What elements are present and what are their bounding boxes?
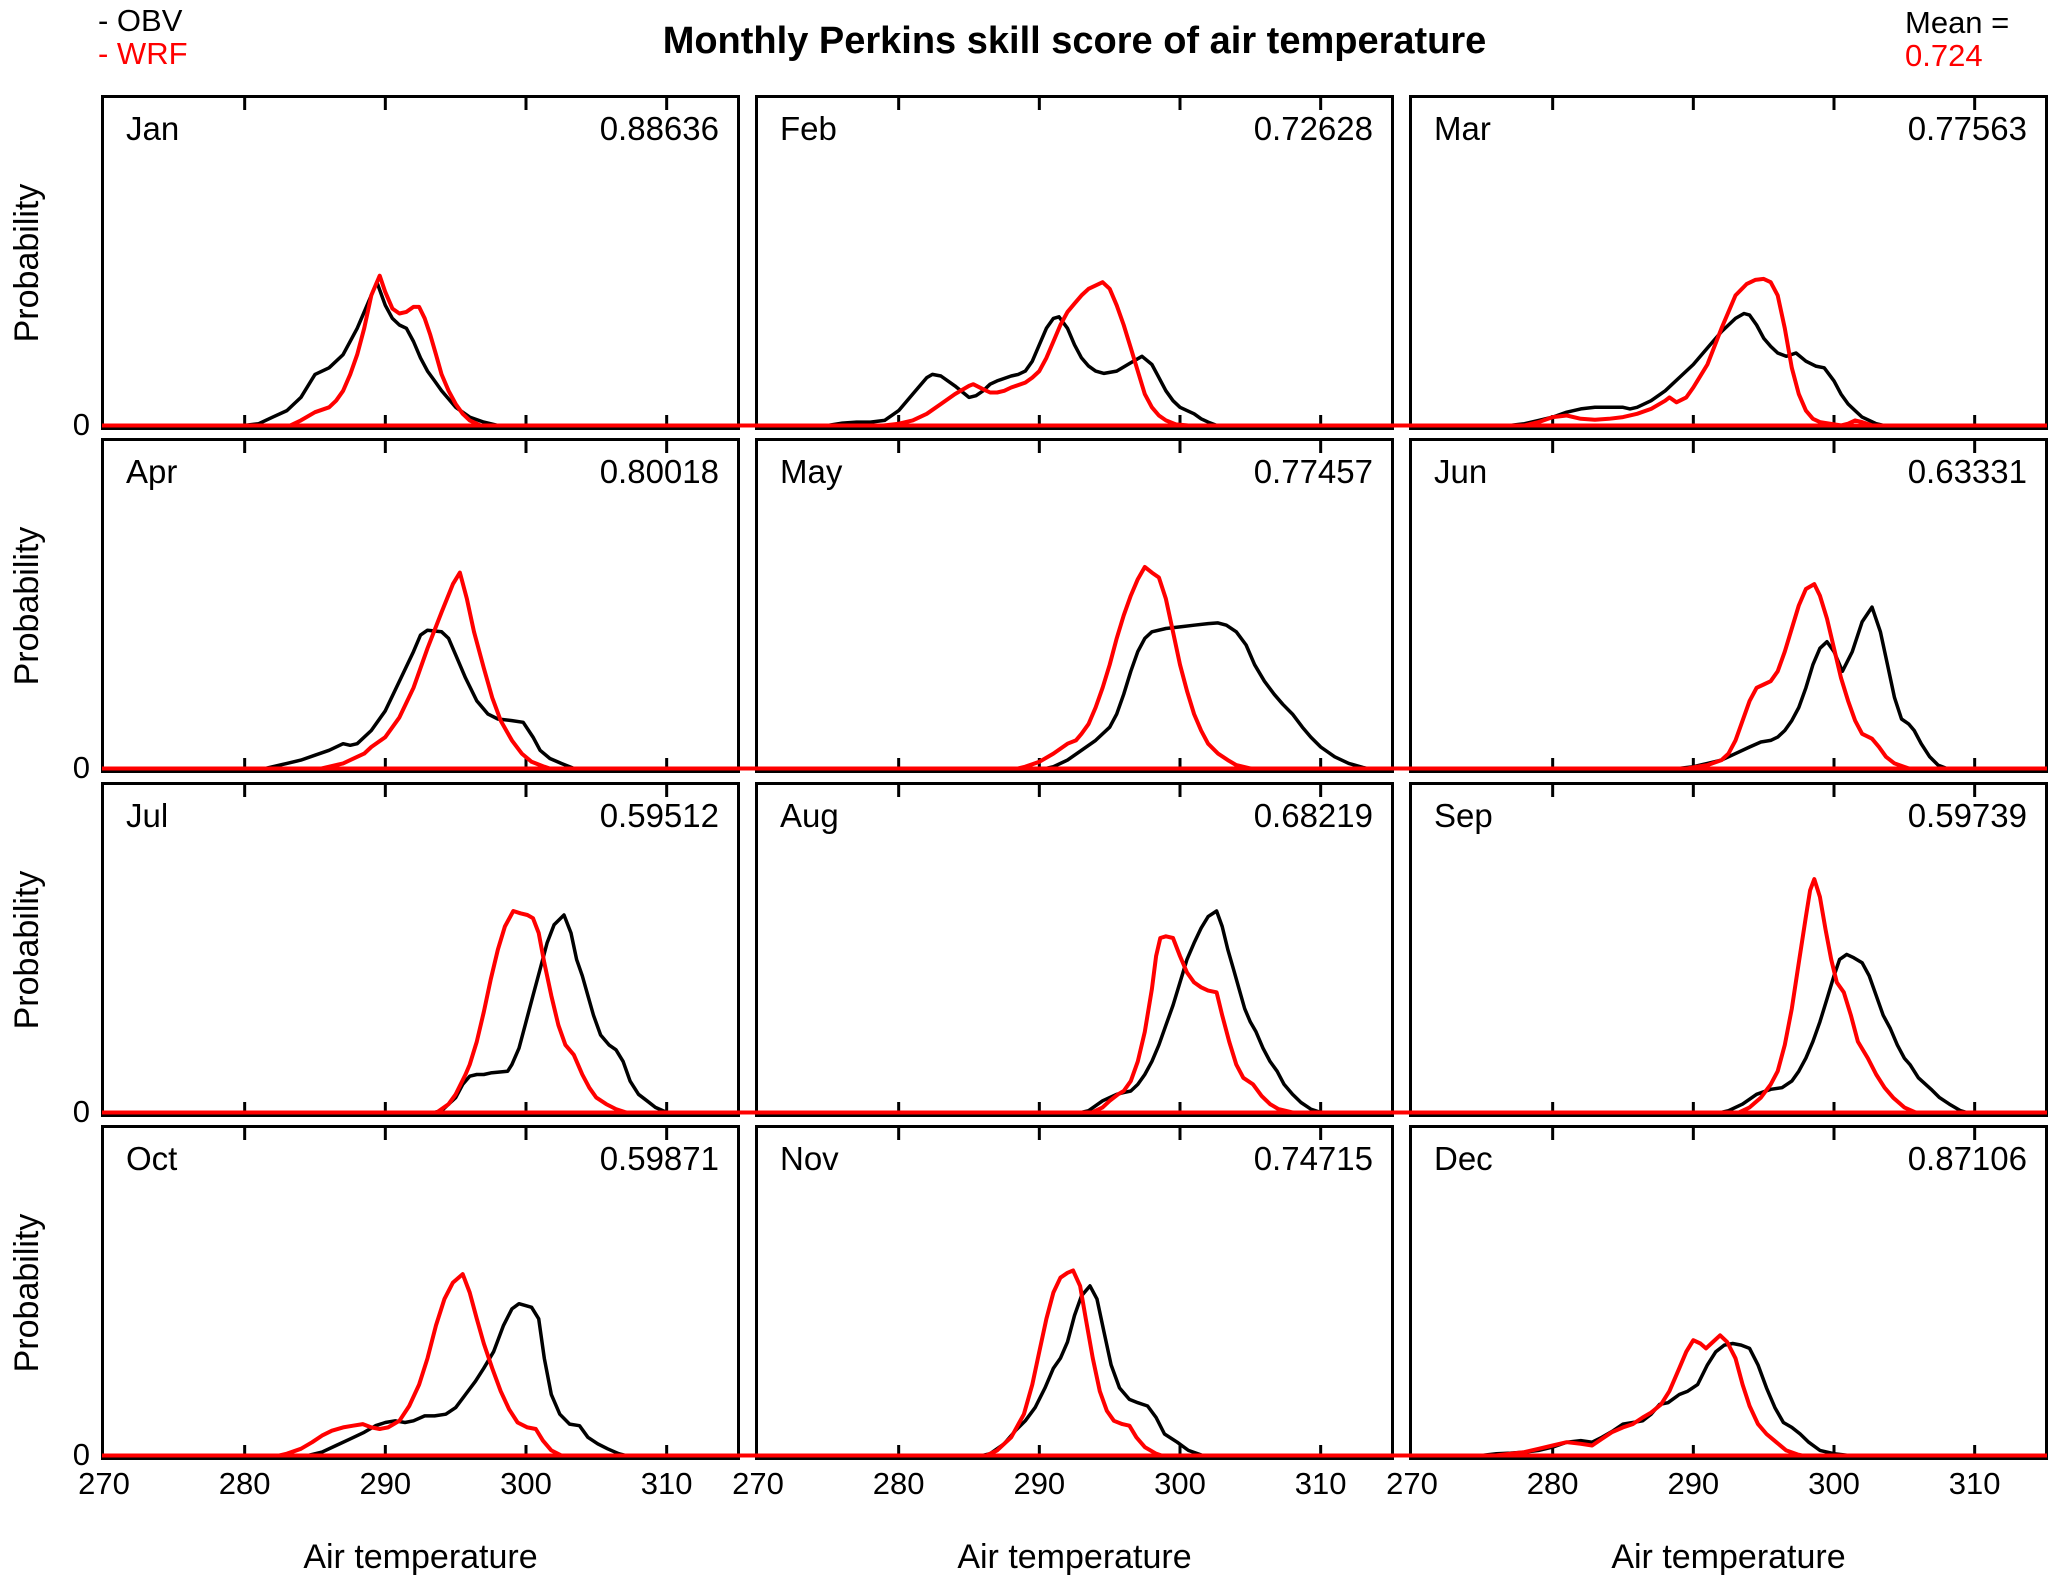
mean-value: 0.724: [1905, 38, 1983, 74]
legend: - OBV - WRF: [98, 4, 188, 71]
score-label-feb: 0.72628: [1253, 110, 1373, 147]
wrf-curve-nov: [758, 1268, 1391, 1457]
month-label-aug: Aug: [780, 797, 839, 834]
score-label-jan: 0.88636: [599, 110, 719, 147]
subplot-apr: [101, 438, 740, 773]
x-tick-label: 270: [1386, 1466, 1438, 1501]
month-label-may: May: [780, 453, 843, 490]
score-label-aug: 0.68219: [1253, 797, 1373, 834]
score-label-oct: 0.59871: [599, 1140, 719, 1177]
x-tick-label: 310: [1294, 1466, 1347, 1501]
subplot-jul: [101, 782, 740, 1117]
x-tick-label: 270: [732, 1466, 784, 1501]
y-zero-label: 0: [72, 1437, 90, 1472]
subplot-may: [755, 438, 1394, 773]
obv-curve-feb: [812, 315, 1231, 427]
wrf-curve-jul: [104, 909, 737, 1114]
x-tick-label: 280: [218, 1466, 271, 1501]
obv-curve-jan: [228, 280, 514, 427]
x-tick-label: 290: [359, 1466, 412, 1501]
y-zero-label: 0: [72, 407, 90, 442]
y-axis-label: Probability: [8, 526, 46, 685]
plot-area-feb: [758, 98, 1391, 427]
x-tick-label: 300: [500, 1466, 552, 1501]
obv-curve-may: [1037, 621, 1376, 770]
x-tick-label: 310: [1948, 1466, 2001, 1501]
x-tick-label: 280: [1526, 1466, 1579, 1501]
score-label-may: 0.77457: [1253, 453, 1373, 490]
month-label-jan: Jan: [126, 110, 180, 147]
x-tick-label: 290: [1013, 1466, 1066, 1501]
x-axis-label: Air temperature: [303, 1538, 538, 1576]
obv-curve-nov: [974, 1284, 1217, 1457]
score-label-jun: 0.63331: [1907, 453, 2027, 490]
plot-area-dec: [1412, 1128, 2045, 1457]
subplot-aug: [755, 782, 1394, 1117]
subplot-sep: [1409, 782, 2048, 1117]
wrf-curve-may: [758, 565, 1391, 770]
wrf-curve-apr: [104, 570, 737, 770]
obv-curve-jun: [1663, 605, 1963, 770]
obv-curve-sep: [1712, 952, 1974, 1114]
obv-curve-aug: [1072, 909, 1334, 1114]
x-tick-label: 300: [1154, 1466, 1206, 1501]
month-label-nov: Nov: [780, 1140, 839, 1177]
legend-obv-label: - OBV: [98, 3, 183, 38]
score-label-sep: 0.59739: [1907, 797, 2027, 834]
x-tick-label: 280: [872, 1466, 925, 1501]
subplot-feb: [755, 95, 1394, 430]
x-tick-label: 270: [78, 1466, 130, 1501]
score-label-mar: 0.77563: [1907, 110, 2027, 147]
x-axis-label: Air temperature: [1611, 1538, 1846, 1576]
obv-curve-oct: [292, 1301, 634, 1457]
subplot-oct: [101, 1125, 740, 1460]
obv-curve-mar: [1494, 311, 1893, 427]
score-label-nov: 0.74715: [1253, 1140, 1373, 1177]
month-label-apr: Apr: [126, 453, 178, 490]
wrf-curve-jun: [1412, 582, 2045, 770]
wrf-curve-feb: [758, 280, 1391, 427]
month-label-jul: Jul: [126, 797, 169, 834]
month-label-jun: Jun: [1434, 453, 1488, 490]
mean-label: Mean =: [1905, 5, 2010, 40]
month-label-oct: Oct: [126, 1140, 178, 1177]
obv-curve-jul: [425, 913, 683, 1114]
plot-area-oct: [104, 1128, 737, 1457]
y-axis-label: Probability: [8, 183, 46, 342]
y-axis-label: Probability: [8, 870, 46, 1029]
score-label-jul: 0.59512: [599, 797, 719, 834]
mean-score-block: Mean = 0.724: [1905, 6, 2009, 73]
y-zero-label: 0: [72, 1094, 90, 1129]
score-label-apr: 0.80018: [599, 453, 719, 490]
wrf-curve-oct: [104, 1272, 737, 1457]
x-axis-label: Air temperature: [957, 1538, 1192, 1576]
wrf-curve-mar: [1412, 276, 2045, 427]
x-tick-label: 310: [640, 1466, 693, 1501]
wrf-curve-aug: [758, 934, 1391, 1114]
obv-curve-apr: [256, 628, 585, 770]
wrf-curve-jan: [104, 273, 737, 427]
subplot-jan: [101, 95, 740, 430]
plot-area-nov: [758, 1128, 1391, 1457]
month-label-mar: Mar: [1434, 110, 1491, 147]
month-label-sep: Sep: [1434, 797, 1493, 834]
y-zero-label: 0: [72, 750, 90, 785]
y-axis-label: Probability: [8, 1213, 46, 1372]
subplot-jun: [1409, 438, 2048, 773]
month-label-feb: Feb: [780, 110, 837, 147]
x-tick-label: 290: [1667, 1466, 1720, 1501]
wrf-curve-sep: [1412, 877, 2045, 1114]
legend-wrf-label: - WRF: [98, 36, 188, 72]
subplot-dec: [1409, 1125, 2048, 1460]
figure-title: Monthly Perkins skill score of air tempe…: [662, 20, 1487, 62]
plot-area-jan: [104, 98, 737, 427]
subplot-mar: [1409, 95, 2048, 430]
month-label-dec: Dec: [1434, 1140, 1493, 1177]
score-label-dec: 0.87106: [1907, 1140, 2027, 1177]
x-tick-label: 300: [1808, 1466, 1860, 1501]
subplot-nov: [755, 1125, 1394, 1460]
wrf-curve-dec: [1412, 1333, 2045, 1457]
